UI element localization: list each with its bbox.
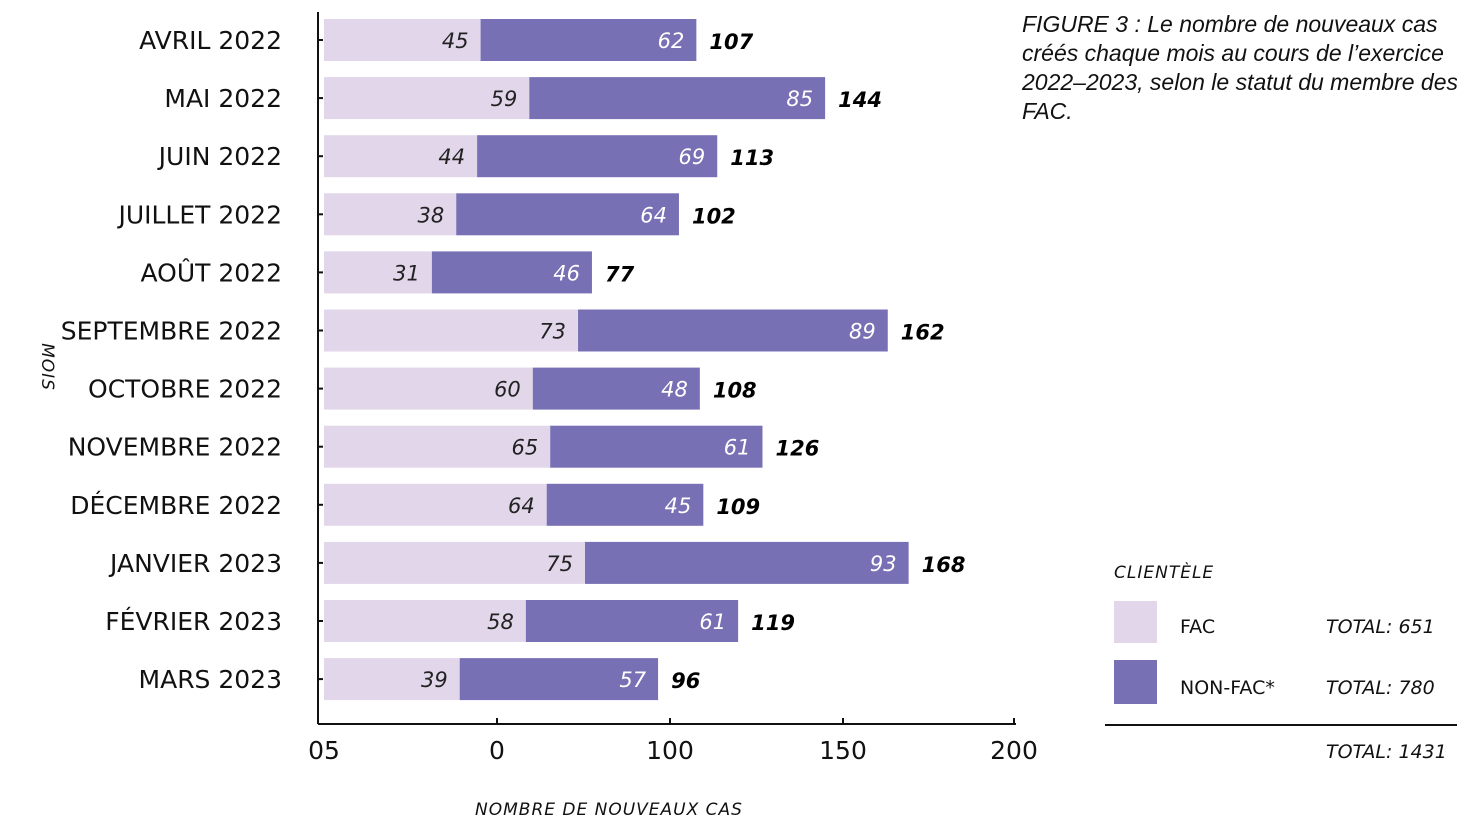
bar-fac-aout-2022: [324, 251, 432, 294]
value-label-non-fac-juin-2022: 69: [679, 145, 706, 169]
value-label-non-fac-mars-2023: 57: [619, 668, 646, 692]
x-tick-label-4: 200: [990, 736, 1038, 765]
x-axis-title: NOMBRE DE NOUVEAUX CAS: [475, 800, 743, 820]
total-label-fevrier-2023: 119: [751, 611, 795, 635]
value-label-fac-novembre-2022: 65: [511, 436, 538, 460]
axis-layer: [317, 12, 1016, 725]
bar-fac-avril-2022: [324, 19, 481, 61]
total-label-aout-2022: 77: [605, 262, 635, 286]
legend-label-fac: FAC: [1180, 616, 1215, 638]
total-label-octobre-2022: 108: [713, 379, 757, 403]
month-label-juillet-2022: JUILLET 2022: [116, 200, 282, 229]
value-label-fac-fevrier-2023: 58: [487, 610, 514, 634]
month-label-fevrier-2023: FÉVRIER 2023: [105, 607, 282, 636]
total-label-novembre-2022: 126: [775, 437, 819, 461]
value-label-fac-decembre-2022: 64: [508, 494, 535, 518]
value-label-fac-juin-2022: 44: [438, 145, 465, 169]
bar-fac-mars-2023: [324, 658, 460, 701]
legend-swatch-non-fac: [1114, 660, 1157, 704]
value-label-non-fac-juillet-2022: 64: [640, 203, 667, 227]
x-tick-label-3: 150: [819, 736, 867, 765]
value-label-fac-aout-2022: 31: [393, 261, 420, 285]
bar-non-fac-novembre-2022: [550, 425, 763, 468]
legend-label-non-fac: NON-FAC*: [1180, 677, 1275, 699]
bar-fac-novembre-2022: [324, 425, 551, 468]
month-label-decembre-2022: DÉCEMBRE 2022: [70, 491, 282, 520]
value-label-non-fac-mai-2022: 85: [786, 87, 813, 111]
x-tick-label-1: 0: [489, 736, 505, 765]
value-label-fac-avril-2022: 45: [442, 29, 469, 53]
bar-fac-mai-2022: [324, 77, 530, 120]
value-label-non-fac-octobre-2022: 48: [661, 378, 688, 402]
total-label-janvier-2023: 168: [922, 553, 966, 577]
month-label-janvier-2023: JANVIER 2023: [108, 549, 282, 578]
bar-non-fac-aout-2022: [431, 251, 592, 294]
value-label-fac-septembre-2022: 73: [539, 320, 566, 344]
total-label-mai-2022: 144: [838, 88, 882, 112]
value-label-non-fac-avril-2022: 62: [658, 29, 685, 53]
bar-fac-septembre-2022: [324, 309, 579, 352]
value-label-non-fac-fevrier-2023: 61: [699, 610, 726, 634]
total-label-juin-2022: 113: [730, 146, 774, 170]
value-label-non-fac-septembre-2022: 89: [849, 320, 876, 344]
bar-non-fac-mars-2023: [459, 658, 659, 701]
legend-total-non-fac: TOTAL: 780: [1326, 677, 1435, 699]
month-label-aout-2022: AOÛT 2022: [141, 257, 282, 287]
y-axis-title: MOIS: [37, 343, 57, 391]
month-label-septembre-2022: SEPTEMBRE 2022: [61, 317, 282, 346]
total-label-mars-2023: 96: [671, 669, 700, 693]
bar-fac-decembre-2022: [324, 483, 547, 526]
x-tick-label-2: 100: [646, 736, 694, 765]
total-label-avril-2022: 107: [709, 30, 753, 54]
bar-non-fac-octobre-2022: [532, 367, 700, 410]
value-label-fac-janvier-2023: 75: [546, 552, 573, 576]
month-label-avril-2022: AVRIL 2022: [139, 26, 282, 55]
legend-title: CLIENTÈLE: [1114, 561, 1214, 583]
bar-non-fac-decembre-2022: [546, 483, 704, 526]
month-label-novembre-2022: NOVEMBRE 2022: [68, 433, 282, 462]
value-label-fac-mai-2022: 59: [491, 87, 518, 111]
bar-fac-juin-2022: [324, 135, 478, 178]
value-label-fac-octobre-2022: 60: [494, 378, 521, 402]
bar-fac-fevrier-2023: [324, 600, 526, 642]
legend: CLIENTÈLE FAC TOTAL: 651 NON-FAC* TOTAL:…: [1105, 561, 1457, 763]
bar-non-fac-juin-2022: [477, 135, 718, 178]
value-label-fac-mars-2023: 39: [421, 668, 448, 692]
x-tick-label-0: 05: [308, 736, 340, 765]
bar-non-fac-fevrier-2023: [525, 600, 739, 642]
legend-total-fac: TOTAL: 651: [1326, 616, 1435, 638]
total-label-decembre-2022: 109: [716, 495, 760, 519]
legend-grand-total: TOTAL: 1431: [1326, 741, 1447, 763]
month-label-juin-2022: JUIN 2022: [157, 142, 282, 171]
total-label-juillet-2022: 102: [692, 204, 736, 228]
figure-caption: FIGURE 3 : Le nombre de nouveaux cas cré…: [1022, 11, 1457, 124]
total-label-septembre-2022: 162: [901, 321, 945, 345]
bars-layer: AVRIL 2022 45 62 107 MAI 2022 59 85 144 JUIN 202…: [61, 19, 966, 701]
ticks-layer: 05 0 100 150 200: [308, 718, 1038, 765]
month-label-mars-2023: MARS 2023: [139, 665, 282, 694]
bar-non-fac-septembre-2022: [578, 309, 888, 352]
value-label-non-fac-decembre-2022: 45: [665, 494, 692, 518]
value-label-non-fac-aout-2022: 46: [553, 261, 580, 285]
bar-fac-juillet-2022: [324, 193, 457, 236]
bar-fac-janvier-2023: [324, 541, 585, 584]
bar-non-fac-avril-2022: [480, 19, 697, 61]
value-label-non-fac-janvier-2023: 93: [870, 552, 897, 576]
legend-swatch-fac: [1114, 601, 1157, 643]
bar-non-fac-juillet-2022: [456, 193, 679, 236]
month-label-mai-2022: MAI 2022: [164, 84, 282, 113]
month-label-octobre-2022: OCTOBRE 2022: [88, 375, 282, 404]
bar-non-fac-mai-2022: [529, 77, 826, 120]
value-label-non-fac-novembre-2022: 61: [724, 436, 751, 460]
bar-fac-octobre-2022: [324, 367, 533, 410]
value-label-fac-juillet-2022: 38: [418, 203, 445, 227]
bar-non-fac-janvier-2023: [585, 541, 909, 584]
